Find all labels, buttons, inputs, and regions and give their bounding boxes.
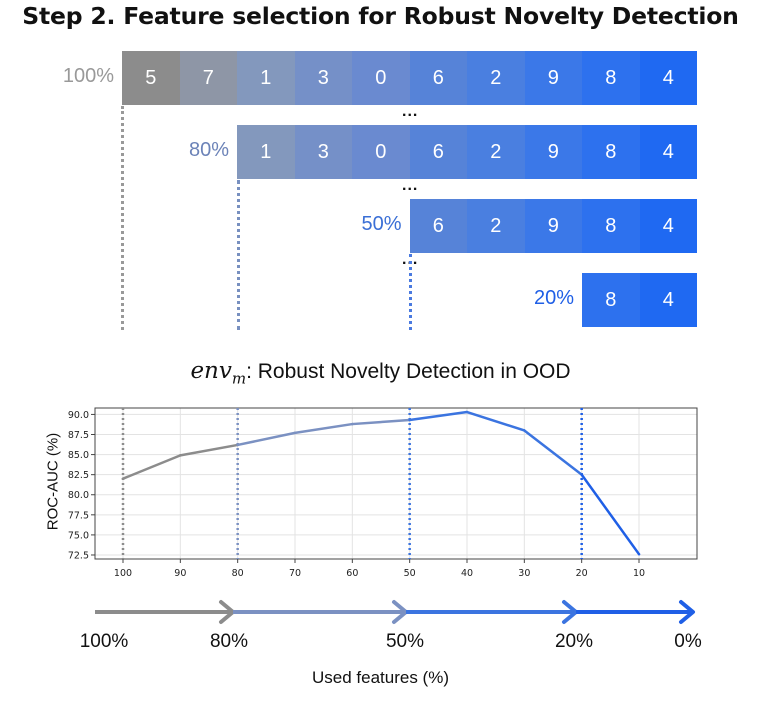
series-segment bbox=[351, 418, 411, 426]
data-point bbox=[408, 418, 411, 422]
y-tick-label: 87.5 bbox=[68, 430, 89, 441]
x-tick-label: 60 bbox=[346, 568, 358, 579]
arrow-head bbox=[392, 600, 408, 624]
feature-cell: 6 bbox=[409, 51, 467, 105]
env-math: envm bbox=[190, 358, 247, 388]
series-segment bbox=[293, 422, 354, 435]
feature-cell: 4 bbox=[639, 51, 697, 105]
feature-cell: 9 bbox=[524, 199, 582, 253]
x-tick-label: 10 bbox=[633, 568, 645, 579]
x-tick-label: 80 bbox=[232, 568, 244, 579]
arrow-head bbox=[219, 600, 235, 624]
x-tick-label: 20 bbox=[576, 568, 588, 579]
data-point bbox=[523, 429, 526, 432]
feature-cell: 8 bbox=[582, 273, 640, 327]
arrow-label: 80% bbox=[209, 631, 249, 652]
data-point bbox=[351, 422, 354, 426]
feature-cell: 9 bbox=[524, 125, 582, 179]
feature-cell: 0 bbox=[352, 125, 410, 179]
ellipsis: ... bbox=[402, 103, 419, 120]
row-label: 50% bbox=[361, 213, 402, 235]
feature-cell: 3 bbox=[294, 125, 352, 179]
feature-cell: 2 bbox=[467, 199, 525, 253]
y-tick-label: 80.0 bbox=[68, 490, 89, 501]
series-segment bbox=[179, 443, 239, 457]
series-segment bbox=[236, 431, 297, 447]
data-point bbox=[580, 473, 583, 476]
series-segment bbox=[580, 473, 641, 556]
y-tick-label: 77.5 bbox=[68, 510, 89, 521]
cutoff-guide bbox=[121, 106, 124, 330]
series-segment bbox=[465, 410, 526, 432]
arrow-label: 100% bbox=[79, 631, 129, 652]
arrow-head bbox=[679, 600, 695, 624]
feature-cell: 4 bbox=[639, 199, 697, 253]
feature-cell: 4 bbox=[639, 273, 697, 327]
feature-cell: 1 bbox=[237, 51, 295, 105]
x-tick-label: 40 bbox=[461, 568, 473, 579]
data-point bbox=[236, 443, 239, 447]
y-tick-label: 72.5 bbox=[68, 550, 89, 561]
y-tick-label: 75.0 bbox=[68, 530, 89, 541]
y-tick-label: 85.0 bbox=[68, 450, 89, 461]
ellipsis: ... bbox=[402, 177, 419, 194]
y-axis-label: ROC-AUC (%) bbox=[44, 432, 62, 531]
arrow-label: 20% bbox=[554, 631, 594, 652]
arrow-head bbox=[562, 600, 578, 624]
data-point bbox=[293, 431, 297, 435]
cutoff-guide bbox=[237, 180, 240, 330]
feature-cell: 0 bbox=[352, 51, 410, 105]
data-point bbox=[179, 454, 182, 457]
feature-cell: 7 bbox=[179, 51, 237, 105]
series-segment bbox=[121, 454, 182, 480]
x-tick-label: 50 bbox=[404, 568, 416, 579]
feature-cell: 9 bbox=[524, 51, 582, 105]
feature-cell: 8 bbox=[582, 51, 640, 105]
feature-cell: 6 bbox=[409, 125, 467, 179]
x-tick-label: 30 bbox=[518, 568, 530, 579]
series-segment bbox=[523, 429, 583, 476]
row-label: 80% bbox=[188, 139, 229, 161]
feature-cell: 6 bbox=[409, 199, 467, 253]
feature-cell: 8 bbox=[582, 125, 640, 179]
arrow-label: 0% bbox=[674, 631, 702, 652]
data-point bbox=[637, 552, 641, 556]
env-title: envm: Robust Novelty Detection in OOD bbox=[0, 358, 761, 388]
row-label: 20% bbox=[533, 287, 574, 309]
env-title-text: : Robust Novelty Detection in OOD bbox=[246, 360, 571, 383]
feature-cell: 2 bbox=[467, 51, 525, 105]
feature-cell: 1 bbox=[237, 125, 295, 179]
data-point bbox=[465, 410, 469, 414]
feature-cell: 2 bbox=[467, 125, 525, 179]
series-segment bbox=[408, 410, 469, 422]
diagram-title: Step 2. Feature selection for Robust Nov… bbox=[22, 2, 739, 30]
x-axis-label: Used features (%) bbox=[312, 668, 449, 687]
x-tick-label: 70 bbox=[289, 568, 301, 579]
y-tick-label: 90.0 bbox=[68, 410, 89, 421]
x-tick-label: 100 bbox=[114, 568, 132, 579]
feature-cell: 4 bbox=[639, 125, 697, 179]
feature-cell: 8 bbox=[582, 199, 640, 253]
arrow-label: 50% bbox=[385, 631, 425, 652]
y-tick-label: 82.5 bbox=[68, 470, 89, 481]
feature-cell: 5 bbox=[122, 51, 180, 105]
plot-frame bbox=[94, 407, 698, 560]
cutoff-guide bbox=[409, 254, 412, 330]
data-point bbox=[121, 477, 125, 480]
row-label: 100% bbox=[62, 65, 114, 87]
x-tick-label: 90 bbox=[174, 568, 186, 579]
feature-cell: 3 bbox=[294, 51, 352, 105]
